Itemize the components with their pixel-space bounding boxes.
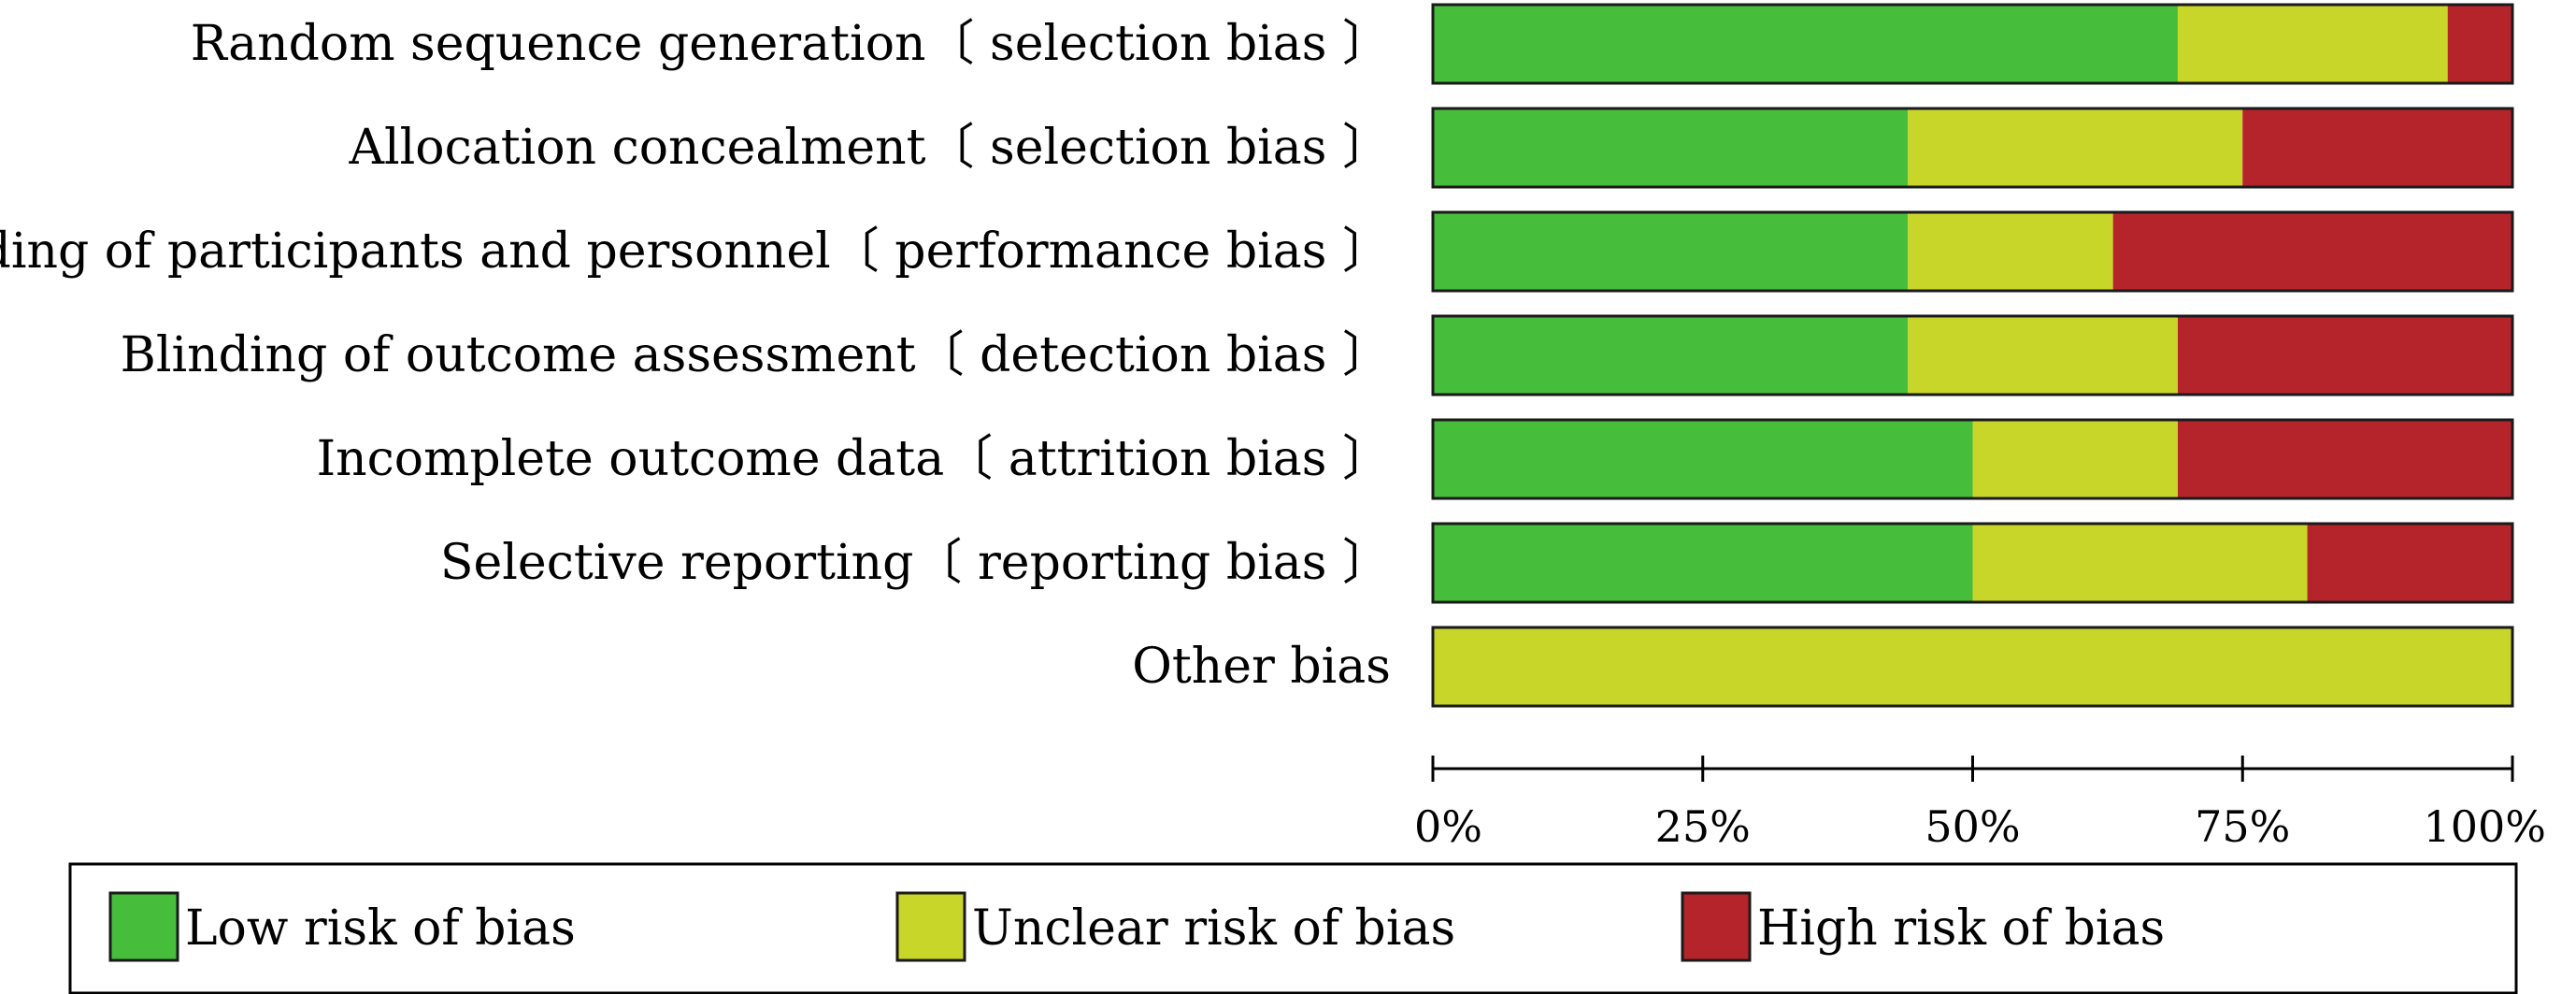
- bar-segment: [1433, 5, 2178, 83]
- category-label: Allocation concealment〔 selection bias 〕: [348, 120, 1391, 176]
- bar-outline: [1431, 626, 2514, 708]
- category-labels: Random sequence generation〔 selection bi…: [0, 16, 1391, 695]
- legend-label: Low risk of bias: [185, 900, 576, 957]
- bar-outline: [1431, 3, 2514, 85]
- bar-segment: [2447, 5, 2512, 83]
- bar-segment: [1433, 108, 1909, 187]
- x-tick-label: 25%: [1655, 801, 1751, 852]
- x-tick-label: 50%: [1925, 801, 2020, 852]
- bar-segment: [1908, 108, 2243, 187]
- bar-outline: [1431, 107, 2514, 189]
- bar-outline: [1431, 210, 2514, 293]
- bars-group: [1431, 3, 2514, 708]
- category-label: Random sequence generation〔 selection bi…: [191, 16, 1391, 72]
- category-label: Blinding of participants and personnel〔 …: [0, 223, 1391, 280]
- x-tick-label: 75%: [2195, 801, 2290, 852]
- bar-outline: [1431, 418, 2514, 500]
- legend-swatch: [1681, 891, 1752, 962]
- bar-segment: [1433, 316, 1909, 395]
- category-label: Blinding of outcome assessment〔 detectio…: [121, 327, 1391, 383]
- legend-swatch: [108, 891, 179, 962]
- bar-segment: [2177, 5, 2448, 83]
- bar-segment: [2177, 316, 2512, 395]
- category-label: Other bias: [1132, 639, 1391, 695]
- legend-label: Unclear risk of bias: [972, 900, 1455, 957]
- bar-segment: [2307, 524, 2512, 602]
- x-axis: 0% 25% 50% 75% 100%: [1414, 756, 2546, 852]
- x-tick-label: 0%: [1414, 801, 1482, 852]
- bar-segment: [1433, 212, 1909, 291]
- category-label: Incomplete outcome data〔 attrition bias …: [317, 431, 1391, 487]
- bar-outline: [1431, 522, 2514, 604]
- bar-segment: [2177, 420, 2512, 498]
- bar-segment: [1972, 524, 2308, 602]
- bar-segment: [2242, 108, 2512, 187]
- x-tick-label: 100%: [2423, 801, 2546, 852]
- bar-segment: [1908, 212, 2113, 291]
- bar-segment: [1433, 524, 1973, 602]
- bar-segment: [2112, 212, 2512, 291]
- legend-box: [68, 862, 2518, 994]
- bar-outline: [1431, 314, 2514, 396]
- bar-segment: [1433, 627, 2512, 706]
- bar-segment: [1433, 420, 1973, 498]
- bar-segment: [1972, 420, 2178, 498]
- legend: Low risk of bias Unclear risk of bias High…: [68, 862, 2518, 994]
- category-label: Selective reporting〔 reporting bias 〕: [440, 535, 1391, 591]
- legend-label: High risk of bias: [1757, 900, 2165, 957]
- bar-segment: [1908, 316, 2178, 395]
- legend-swatch: [895, 891, 966, 962]
